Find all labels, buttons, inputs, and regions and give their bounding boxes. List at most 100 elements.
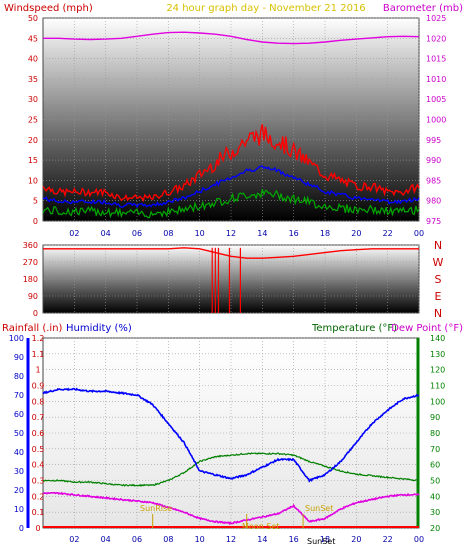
bottom-x-tick-label: 08 <box>163 535 173 544</box>
moonset-label: Moon Set <box>242 522 279 531</box>
dewpoint-axis-title: Dew Point (°F) <box>391 323 463 334</box>
humidity-tick-label: 20 <box>14 486 24 495</box>
wind-x-tick-label: 08 <box>163 229 173 238</box>
humidity-tick-label: 30 <box>14 467 24 476</box>
wind-gust-line <box>42 124 420 202</box>
barometer-tick-label: 1025 <box>426 14 446 23</box>
wind-left-tick-label: 30 <box>28 95 38 104</box>
temperature-tick-label: 90 <box>430 413 440 422</box>
direction-tick-label: 360 <box>23 241 38 250</box>
temperature-tick-label: 50 <box>430 477 440 486</box>
temperature-axis-title: Temperature (°F) <box>311 323 397 334</box>
barometer-tick-label: 990 <box>426 156 441 165</box>
barometer-tick-label: 985 <box>426 176 441 185</box>
sunset-bottom-label: SunSet <box>307 537 335 546</box>
compass-label: N <box>434 239 442 252</box>
temperature-line <box>42 452 420 487</box>
wind-left-tick-label: 15 <box>28 156 38 165</box>
wind-x-tick-label: 10 <box>195 229 205 238</box>
bottom-x-tick-label: 10 <box>195 535 205 544</box>
wind-left-tick-label: 10 <box>28 176 38 185</box>
barometer-tick-label: 995 <box>426 136 441 145</box>
rain-tick-label: 0.8 <box>32 397 45 406</box>
humidity-tick-label: 90 <box>14 353 24 362</box>
barometer-tick-label: 1010 <box>426 75 446 84</box>
rain-tick-label: 0.7 <box>32 413 45 422</box>
barometer-line <box>43 31 420 45</box>
rain-tick-label: 1.2 <box>32 334 45 343</box>
humidity-tick-label: 100 <box>9 334 24 343</box>
temperature-tick-label: 20 <box>430 524 440 533</box>
bottom-x-tick-label: 20 <box>351 535 361 544</box>
bottom-plot-area <box>42 337 420 529</box>
wind-average-line <box>42 165 420 209</box>
humidity-tick-label: 60 <box>14 410 24 419</box>
wind-x-tick-label: 02 <box>69 229 79 238</box>
wind-left-tick-label: 20 <box>28 136 38 145</box>
temperature-tick-label: 70 <box>430 445 440 454</box>
bottom-x-tick-label: 02 <box>69 535 79 544</box>
wind-x-tick-label: 20 <box>351 229 361 238</box>
direction-tick-label: 270 <box>23 258 38 267</box>
wind-left-tick-label: 25 <box>28 116 38 125</box>
grid-lines <box>43 17 420 529</box>
rain-tick-label: 1 <box>35 366 40 375</box>
windspeed-axis-title: Windspeed (mph) <box>4 3 93 14</box>
rain-tick-label: 0.4 <box>32 461 45 470</box>
temperature-tick-label: 110 <box>430 382 445 391</box>
bottom-x-tick-label: 04 <box>101 535 111 544</box>
compass-label: E <box>435 290 442 303</box>
wind-x-tick-label: 16 <box>289 229 299 238</box>
temperature-tick-label: 60 <box>430 461 440 470</box>
wind-left-tick-label: 35 <box>28 75 38 84</box>
rain-tick-label: 0.1 <box>32 508 45 517</box>
rain-tick-label: 0.9 <box>32 382 45 391</box>
temperature-tick-label: 30 <box>430 508 440 517</box>
rain-tick-label: 0.6 <box>32 429 45 438</box>
direction-tick-label: 90 <box>28 292 38 301</box>
dewpoint-line <box>42 491 420 526</box>
humidity-tick-label: 50 <box>14 429 24 438</box>
wind-direction-line <box>43 247 419 259</box>
temperature-tick-label: 130 <box>430 350 445 359</box>
bottom-x-tick-label: 06 <box>132 535 142 544</box>
wind-left-tick-label: 0 <box>33 217 38 226</box>
wind-x-tick-label: 22 <box>383 229 393 238</box>
humidity-tick-label: 70 <box>14 391 24 400</box>
barometer-tick-label: 975 <box>426 217 441 226</box>
temperature-tick-label: 80 <box>430 429 440 438</box>
compass-label: W <box>433 256 444 269</box>
bottom-x-tick-label: 18 <box>320 535 330 544</box>
sunset-label: SunSet <box>305 504 333 513</box>
bottom-x-tick-label: 16 <box>289 535 299 544</box>
wind-x-tick-label: 06 <box>132 229 142 238</box>
barometer-tick-label: 1020 <box>426 34 446 43</box>
rainfall-axis-title: Rainfall (.in) <box>2 323 63 334</box>
rain-tick-label: 1.1 <box>32 350 45 359</box>
barometer-tick-label: 1000 <box>426 116 446 125</box>
bottom-x-tick-label: 12 <box>226 535 236 544</box>
graph-title: 24 hour graph day - November 21 2016 <box>166 3 365 14</box>
humidity-tick-label: 10 <box>14 505 24 514</box>
temperature-tick-label: 140 <box>430 334 445 343</box>
compass-label: S <box>435 273 442 286</box>
wind-x-tick-label: 14 <box>257 229 267 238</box>
wind-left-tick-label: 5 <box>33 197 38 206</box>
bottom-x-tick-label: 14 <box>257 535 267 544</box>
humidity-tick-label: 80 <box>14 372 24 381</box>
barometer-tick-label: 1005 <box>426 95 446 104</box>
rain-tick-label: 0.5 <box>32 445 45 454</box>
wind-left-tick-label: 40 <box>28 55 38 64</box>
barometer-axis-title: Barometer (mb) <box>383 3 463 14</box>
humidity-axis-title: Humidity (%) <box>66 323 132 334</box>
sunrise-label: SunRise <box>140 504 172 513</box>
wind-x-tick-label: 04 <box>101 229 111 238</box>
rain-tick-label: 0.3 <box>32 477 45 486</box>
bottom-x-tick-label: 22 <box>383 535 393 544</box>
wind-x-tick-label: 12 <box>226 229 236 238</box>
axes: 0510152025303540455097598098599099510001… <box>9 14 447 544</box>
rain-tick-label: 0 <box>35 524 40 533</box>
humidity-tick-label: 40 <box>14 448 24 457</box>
direction-tick-label: 0 <box>33 309 38 318</box>
wind-x-tick-label: 18 <box>320 229 330 238</box>
